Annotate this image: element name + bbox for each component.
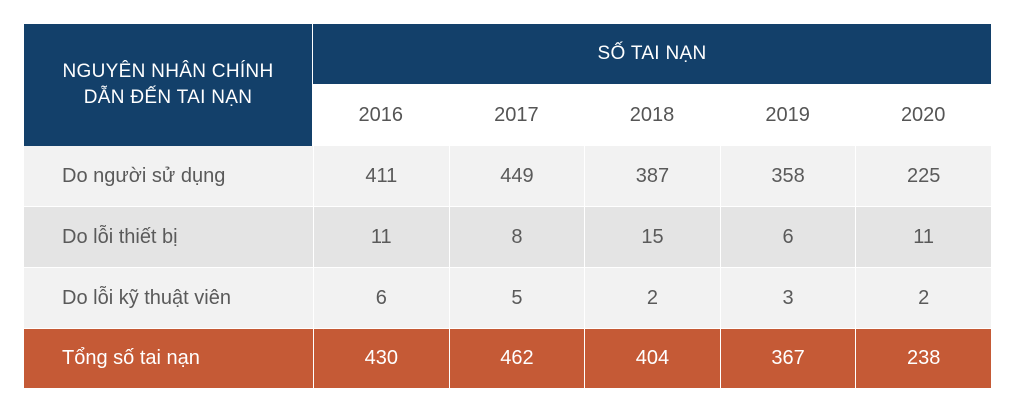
table-row: Do lỗi thiết bị 11 8 15 6 11 xyxy=(24,207,991,268)
table-cell: 11 xyxy=(855,207,991,268)
accident-table-container: NGUYÊN NHÂN CHÍNH DẪN ĐẾN TAI NẠN SỐ TAI… xyxy=(24,24,991,389)
total-cell: 238 xyxy=(855,329,991,389)
total-cell: 430 xyxy=(313,329,449,389)
year-header: 2019 xyxy=(719,84,856,146)
table-cell: 6 xyxy=(719,207,856,268)
table-row: Do lỗi kỹ thuật viên 6 5 2 3 2 xyxy=(24,268,991,329)
table-cell: 15 xyxy=(584,207,720,268)
table-cell: 11 xyxy=(313,207,449,268)
year-header: 2016 xyxy=(313,84,449,146)
total-cell: 404 xyxy=(584,329,720,389)
table-cell: 5 xyxy=(448,268,585,329)
cause-column-header: NGUYÊN NHÂN CHÍNH DẪN ĐẾN TAI NẠN xyxy=(24,24,313,146)
cause-header-line1: NGUYÊN NHÂN CHÍNH xyxy=(62,61,274,82)
accident-cause-table: NGUYÊN NHÂN CHÍNH DẪN ĐẾN TAI NẠN SỐ TAI… xyxy=(24,24,991,389)
cause-header-line2: DẪN ĐẾN TAI NẠN xyxy=(83,87,253,108)
table-cell: 2 xyxy=(855,268,991,329)
accident-count-group-header: SỐ TAI NẠN xyxy=(313,24,991,84)
table-cell: 3 xyxy=(719,268,856,329)
total-cell: 367 xyxy=(719,329,856,389)
table-row: Do người sử dụng 411 449 387 358 225 xyxy=(24,146,991,207)
table-cell: 8 xyxy=(448,207,585,268)
table-cell: 358 xyxy=(719,146,856,207)
row-label: Do người sử dụng xyxy=(24,146,313,207)
year-header: 2020 xyxy=(855,84,991,146)
table-cell: 449 xyxy=(448,146,585,207)
total-row-label: Tổng số tai nạn xyxy=(24,329,313,389)
row-label: Do lỗi kỹ thuật viên xyxy=(24,268,313,329)
table-cell: 6 xyxy=(313,268,449,329)
table-cell: 387 xyxy=(584,146,720,207)
total-row: Tổng số tai nạn 430 462 404 367 238 xyxy=(24,329,991,389)
row-label: Do lỗi thiết bị xyxy=(24,207,313,268)
year-header: 2018 xyxy=(584,84,720,146)
total-cell: 462 xyxy=(448,329,585,389)
table-cell: 225 xyxy=(855,146,991,207)
table-cell: 2 xyxy=(584,268,720,329)
year-header: 2017 xyxy=(448,84,585,146)
table-cell: 411 xyxy=(313,146,449,207)
